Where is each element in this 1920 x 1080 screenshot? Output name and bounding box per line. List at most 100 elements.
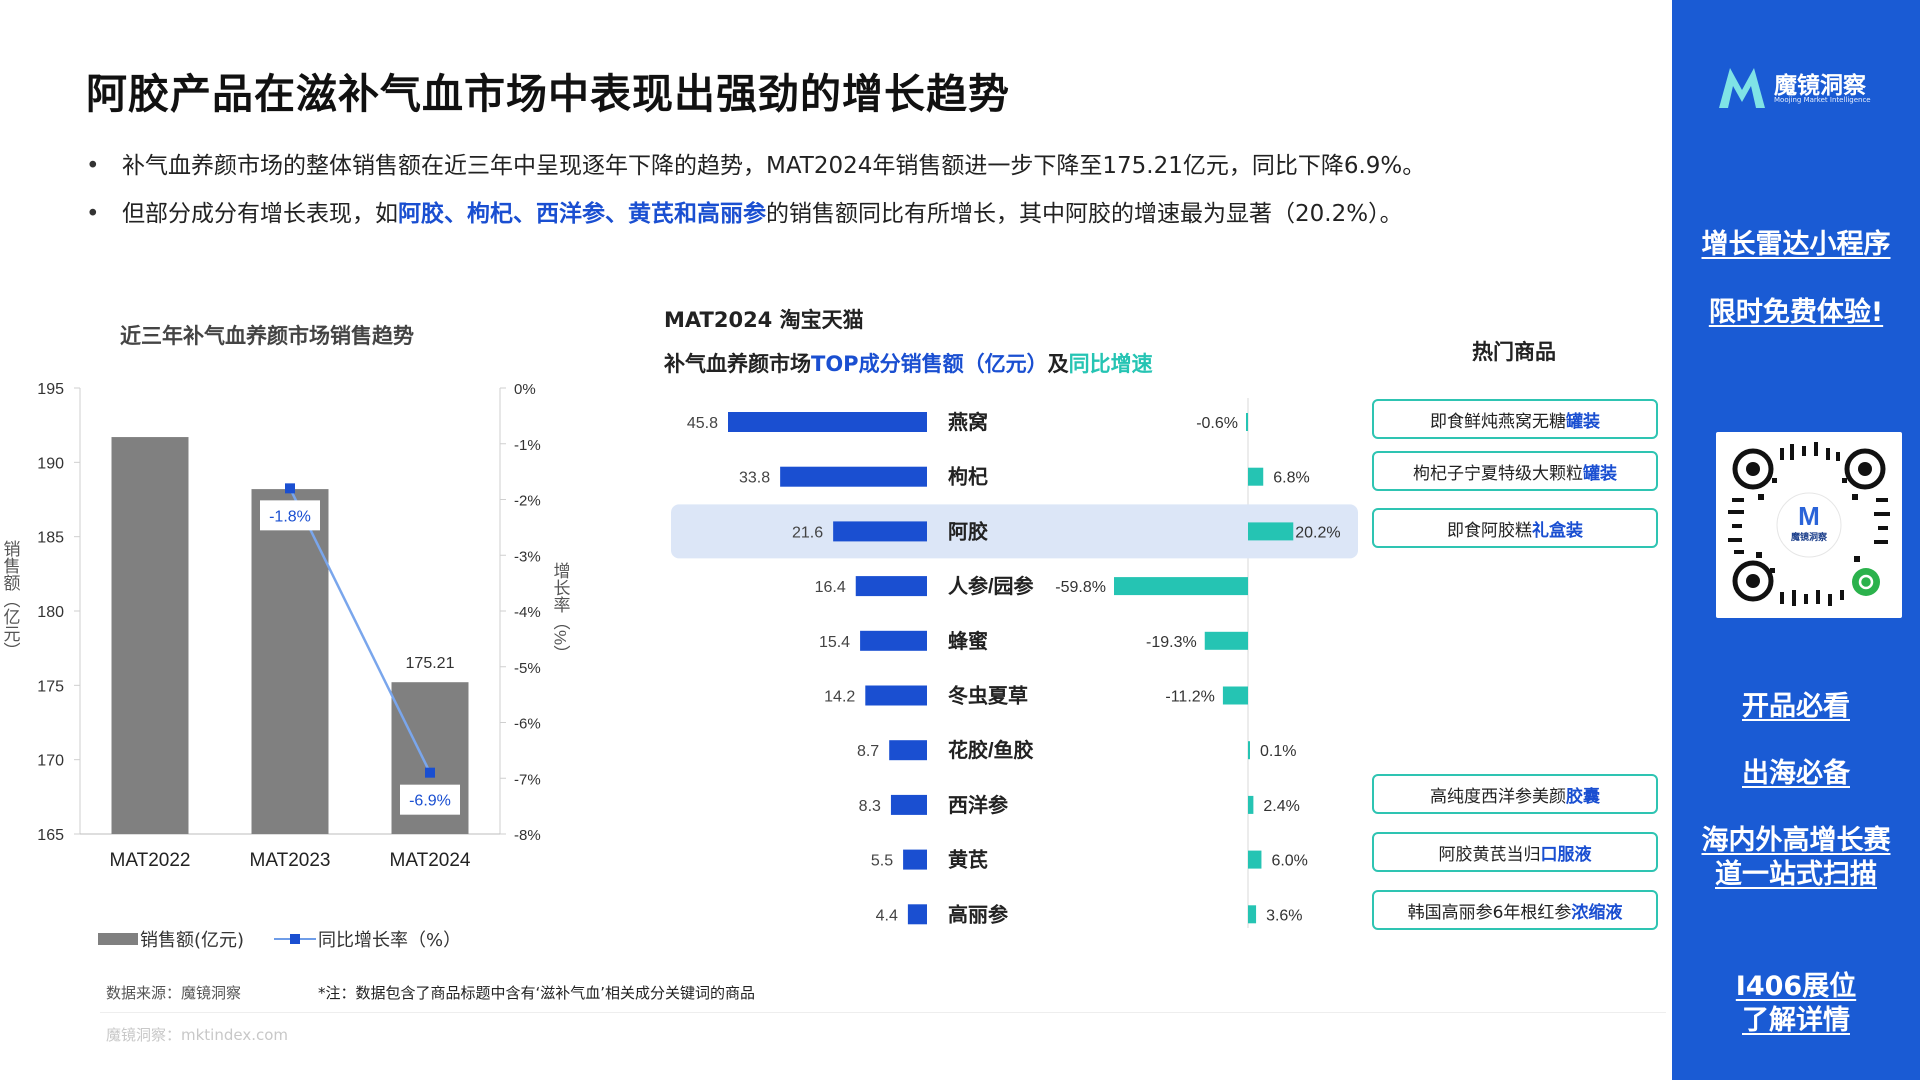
sales-value-label: 5.5: [871, 853, 893, 870]
product-name: 即食阿胶糕: [1447, 520, 1532, 541]
product-card[interactable]: 即食鲜炖燕窝无糖 罐装: [1372, 399, 1658, 439]
product-name: 韩国高丽参6年根红参: [1407, 902, 1572, 923]
product-format: 口服液: [1540, 844, 1592, 865]
sales-bar: [251, 489, 329, 834]
product-format: 罐装: [1583, 463, 1617, 484]
product-card[interactable]: 即食阿胶糕 礼盒装: [1372, 508, 1658, 548]
right-chart-subtitle: MAT2024 淘宝天猫: [664, 308, 864, 332]
sales-value-label: 8.3: [859, 798, 881, 815]
growth-rate-point: [425, 767, 435, 778]
growth-value-label: -0.6%: [1196, 415, 1238, 432]
right-title-teal: 同比增速: [1068, 352, 1153, 376]
qr-code-icon: M 魔镜洞察: [1728, 442, 1890, 606]
summary-bullets: 补气血养颜市场的整体销售额在近三年中呈现逐年下降的趋势，MAT2024年销售额进…: [86, 142, 1656, 238]
y-tick-label: 180: [37, 604, 64, 621]
x-tick-label: MAT2022: [110, 850, 191, 871]
logo-m-icon: [1719, 68, 1765, 108]
highlight-row: [671, 504, 1358, 559]
growth-bar: [1114, 577, 1248, 596]
data-label-bg: [400, 784, 460, 815]
product-card[interactable]: 韩国高丽参6年根红参 浓缩液: [1372, 890, 1658, 930]
growth-radar-link[interactable]: 增长雷达小程序: [1701, 229, 1891, 260]
product-name: 即食鲜炖燕窝无糖: [1430, 411, 1566, 432]
y2-tick-label: -4%: [514, 604, 541, 621]
left-chart-title: 近三年补气血养颜市场销售趋势: [120, 324, 414, 348]
y2-tick-label: -8%: [514, 827, 541, 844]
growth-bar: [1248, 467, 1264, 486]
category-label: 花胶/鱼胶: [948, 738, 1034, 762]
y2-tick-label: -3%: [514, 548, 541, 565]
growth-data-label: -1.8%: [269, 508, 311, 525]
growth-bar: [1248, 905, 1257, 924]
right-chart-title: 补气血养颜市场TOP成分销售额（亿元）及同比增速: [664, 348, 1153, 378]
data-source: 数据来源：魔镜洞察: [106, 984, 242, 1002]
right-chart: 45.8 燕窝 -0.6% 33.8 枸杞 6.8% 21.6 阿胶 20.2% 16.4 人参/园…: [671, 398, 1358, 928]
growth-bar: [1204, 631, 1248, 650]
growth-value-label: -11.2%: [1165, 689, 1215, 706]
x-tick-label: MAT2023: [250, 850, 331, 871]
sales-bar: [865, 685, 927, 706]
product-must-read-link[interactable]: 开品必看: [1742, 691, 1850, 722]
brand-logo[interactable]: 魔镜洞察 Moojing Market Intelligence: [1716, 64, 1886, 110]
legend-bar-label: 销售额(亿元): [140, 930, 245, 951]
product-name: 枸杞子宁夏特级大颗粒: [1413, 463, 1583, 484]
sales-bar: [855, 576, 927, 597]
qr-code: M 魔镜洞察: [1716, 432, 1902, 618]
sales-bar: [889, 740, 927, 761]
site-watermark: 魔镜洞察：mktindex.com: [106, 1026, 289, 1044]
product-format: 浓缩液: [1571, 902, 1623, 923]
product-card[interactable]: 阿胶黄芪当归 口服液: [1372, 832, 1658, 872]
overseas-link[interactable]: 出海必备: [1742, 758, 1850, 789]
growth-value-label: 6.8%: [1273, 470, 1309, 487]
product-format: 罐装: [1566, 411, 1600, 432]
sales-value-label: 15.4: [819, 634, 850, 651]
category-label: 蜂蜜: [948, 629, 988, 653]
category-label: 阿胶: [948, 519, 988, 543]
sidebar: 魔镜洞察 Moojing Market Intelligence 增长雷达小程序…: [1672, 0, 1920, 1080]
y-tick-label: 175: [37, 678, 64, 695]
bullet-1: 补气血养颜市场的整体销售额在近三年中呈现逐年下降的趋势，MAT2024年销售额进…: [86, 142, 1656, 190]
free-trial-link[interactable]: 限时免费体验!: [1708, 297, 1884, 328]
growth-rate-point: [285, 483, 295, 494]
logo-name: 魔镜洞察: [1774, 73, 1866, 99]
category-label: 燕窝: [948, 410, 988, 434]
growth-scan-link[interactable]: 海内外高增长赛道一站式扫描: [1701, 825, 1891, 890]
product-format: 胶囊: [1566, 786, 1600, 807]
right-title-mid: 及: [1047, 352, 1069, 376]
y2-tick-label: -7%: [514, 771, 541, 788]
product-card[interactable]: 高纯度西洋参美颜 胶囊: [1372, 774, 1658, 814]
category-label: 人参/园参: [948, 574, 1034, 598]
y2-tick-label: -2%: [514, 493, 541, 510]
x-tick-label: MAT2024: [390, 850, 471, 871]
sales-value-label: 33.8: [739, 470, 770, 487]
right-title-pre: 补气血养颜市场: [664, 352, 811, 376]
sales-bar: [860, 630, 927, 651]
growth-data-label: -6.9%: [409, 793, 451, 810]
booth-link[interactable]: I406展位了解详情: [1735, 971, 1857, 1036]
growth-bar: [1222, 686, 1248, 705]
growth-value-label: -19.3%: [1146, 634, 1197, 651]
sales-value-label: 14.2: [824, 689, 855, 706]
sales-value-label: 21.6: [792, 524, 823, 541]
y-tick-label: 170: [37, 753, 64, 770]
qr-logo-letter: M: [1798, 501, 1820, 531]
product-format: 礼盒装: [1532, 520, 1583, 541]
right-title-blue: TOP成分销售额（亿元）: [811, 352, 1048, 376]
sales-bar: [833, 521, 927, 542]
data-note: *注：数据包含了商品标题中含有‘滋补气血’相关成分关键词的商品: [318, 984, 756, 1002]
main-content: 阿胶产品在滋补气血市场中表现出强劲的增长趋势 补气血养颜市场的整体销售额在近三年…: [0, 0, 1672, 1080]
y-tick-label: 165: [37, 827, 64, 844]
bullet-2-post: 的销售额同比有所增长，其中阿胶的增速最为显著（20.2%）。: [766, 201, 1403, 227]
bullet-2-pre: 但部分成分有增长表现，如: [122, 201, 398, 227]
category-label: 高丽参: [948, 902, 1008, 926]
footer-divider: [100, 1012, 1666, 1013]
y-axis-title: 销售额（亿元）: [1, 540, 21, 659]
logo-subtitle: Moojing Market Intelligence: [1774, 96, 1871, 104]
growth-value-label: 20.2%: [1295, 524, 1340, 541]
legend-line-label: 同比增长率（%）: [318, 930, 462, 951]
left-chart: 195 190 185 180 175 170 165 0% -1% -2% -3% -4% -5% -6…: [1, 381, 571, 871]
chart-legend: 销售额(亿元) 同比增长率（%）: [98, 926, 461, 952]
product-card[interactable]: 枸杞子宁夏特级大颗粒 罐装: [1372, 451, 1658, 491]
y2-tick-label: -6%: [514, 716, 541, 733]
growth-value-label: -59.8%: [1055, 579, 1106, 596]
